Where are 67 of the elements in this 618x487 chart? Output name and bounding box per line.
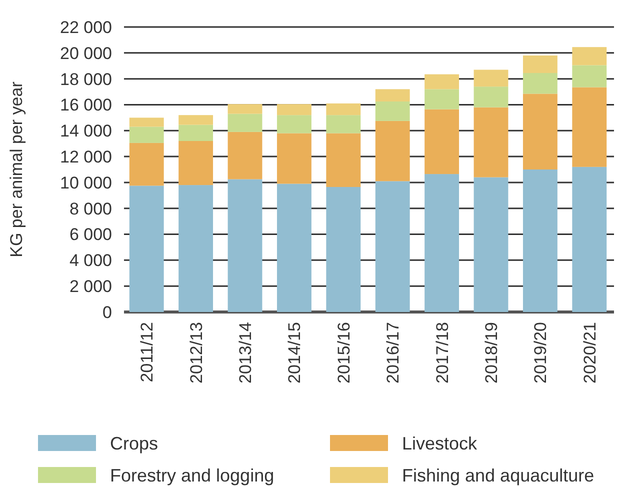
bar [375,101,410,121]
bar [474,107,508,178]
bar [129,186,164,312]
bar [129,142,164,186]
x-tick-label: 2018/19 [482,322,501,384]
x-tick-label: 2017/18 [432,322,452,384]
bar [228,132,262,180]
y-tick-label: 16 000 [60,96,112,115]
bar [522,94,558,170]
x-tick-label: 2019/20 [531,322,550,384]
bar [326,103,361,116]
bar [228,114,262,132]
bar [326,115,361,134]
bar [178,124,214,141]
bar [424,74,460,90]
bar [572,166,607,312]
bar [326,133,361,187]
bar [522,170,558,312]
bar [276,184,312,312]
bar [424,89,460,110]
bar [129,118,164,127]
bar [375,181,410,312]
bar [474,177,508,312]
bar [522,72,558,94]
x-tick-label: 2013/14 [236,322,255,384]
x-tick-label: 2016/17 [384,322,403,384]
bar [276,115,312,134]
bar [375,120,410,182]
bar [424,174,460,312]
bar [228,104,262,114]
y-tick-label: 18 000 [60,70,112,89]
bar [474,70,508,87]
legend-label: Livestock [402,433,478,454]
bar [572,47,607,66]
bar [178,115,214,125]
y-tick-label: 4 000 [69,251,112,270]
bar [474,86,508,108]
bar [228,179,262,312]
x-tick-label: 2015/16 [334,322,354,384]
y-tick-label: 2 000 [69,277,112,296]
bar [424,109,460,174]
bar [375,89,410,102]
x-tick-label: 2011/12 [138,322,157,382]
legend-label: Fishing and aquaculture [402,465,594,486]
x-tick-label: 2020/21 [580,322,600,384]
legend-label: Crops [110,433,158,454]
y-tick-label: 22 000 [60,18,112,37]
y-tick-label: 12 000 [60,147,112,166]
x-tick-label: 2014/15 [285,322,304,384]
y-tick-label: 20 000 [60,44,112,63]
x-tick-label: 2012/13 [186,322,206,384]
bar [276,104,312,116]
bar [276,133,312,184]
bar [522,56,558,73]
y-tick-label: 10 000 [60,173,112,192]
bar [572,65,607,88]
bar [326,186,361,312]
y-tick-label: 6 000 [69,225,112,244]
y-axis-title: KG per animal per year [7,81,26,258]
bar [178,185,214,312]
bar [129,126,164,143]
y-tick-label: 8 000 [69,199,112,218]
legend-label: Forestry and logging [110,465,274,486]
bar [572,87,607,167]
y-tick-label: 0 [102,302,112,322]
y-tick-label: 14 000 [60,122,112,141]
bar [178,141,214,186]
